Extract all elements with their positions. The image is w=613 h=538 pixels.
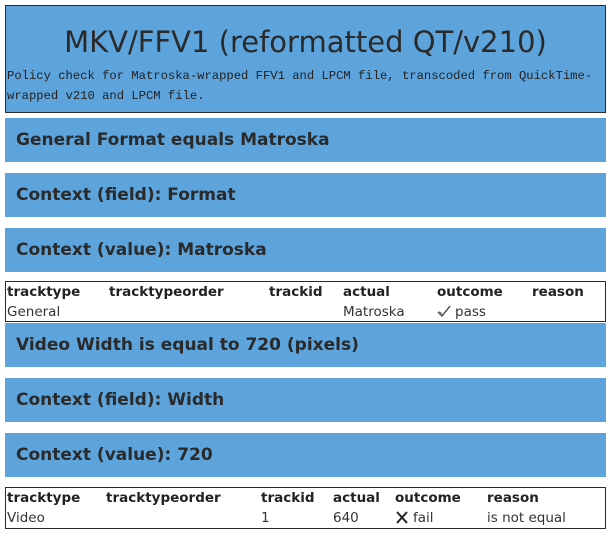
col-header-reason: reason [487, 490, 539, 506]
col-header-tracktype: tracktype [7, 490, 81, 506]
context-value-bar: Context (value): Matroska [5, 228, 606, 272]
col-header-actual: actual [333, 490, 380, 506]
col-header-tracktypeorder: tracktypeorder [109, 284, 224, 300]
col-header-reason: reason [532, 284, 584, 300]
table-header-row: tracktype tracktypeorder trackid actual … [6, 488, 605, 508]
policy-header: MKV/FFV1 (reformatted QT/v210) Policy ch… [5, 5, 606, 113]
col-header-outcome: outcome [437, 284, 503, 300]
cell-reason: is not equal [487, 510, 566, 526]
cell-actual: 640 [333, 510, 359, 526]
table-row: Video 1 640 fail is not equal [6, 508, 605, 528]
context-field-bar: Context (field): Format [5, 173, 606, 217]
col-header-trackid: trackid [261, 490, 315, 506]
rule-heading: General Format equals Matroska [5, 118, 606, 162]
results-table: tracktype tracktypeorder trackid actual … [5, 281, 606, 322]
col-header-tracktype: tracktype [7, 284, 81, 300]
policy-title: MKV/FFV1 (reformatted QT/v210) [64, 25, 547, 59]
context-value-bar: Context (value): 720 [5, 433, 606, 477]
cell-actual: Matroska [343, 304, 405, 320]
results-table: tracktype tracktypeorder trackid actual … [5, 487, 606, 529]
context-field-bar: Context (field): Width [5, 378, 606, 422]
policy-description: Policy check for Matroska-wrapped FFV1 a… [7, 69, 593, 103]
outcome-label: pass [455, 304, 486, 320]
table-header-row: tracktype tracktypeorder trackid actual … [6, 282, 605, 302]
cell-tracktype: General [7, 304, 61, 320]
col-header-trackid: trackid [269, 284, 323, 300]
checkmark-icon [437, 305, 451, 318]
col-header-actual: actual [343, 284, 390, 300]
table-row: General Matroska pass [6, 302, 605, 322]
rule-heading: Video Width is equal to 720 (pixels) [5, 323, 606, 367]
cell-trackid: 1 [261, 510, 270, 526]
cell-tracktype: Video [7, 510, 45, 526]
outcome-label: fail [413, 510, 434, 526]
cell-outcome: pass [437, 303, 486, 321]
cross-icon [396, 511, 408, 524]
col-header-tracktypeorder: tracktypeorder [106, 490, 221, 506]
col-header-outcome: outcome [395, 490, 461, 506]
cell-outcome: fail [395, 509, 434, 527]
